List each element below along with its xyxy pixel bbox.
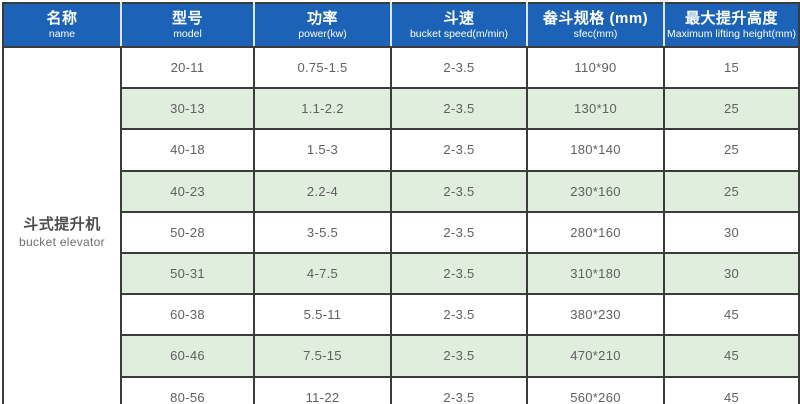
header-cell-power: 功率 power(kw) [253,3,391,48]
table-cell: 5.5-11 [253,293,392,337]
header-cell-bucket-speed: 斗速 bucket speed(m/min) [390,3,527,48]
table-row: 40-23 2.2-4 2-3.5 230*160 25 [3,169,800,213]
table-cell: 2-3.5 [390,210,528,254]
table-cell: 180*140 [526,128,665,172]
table-cell: 2-3.5 [390,334,528,378]
table-cell: 380*230 [526,293,665,337]
table-cell: 2-3.5 [390,375,528,404]
header-label-en: power(kw) [298,27,347,40]
table-row: 50-28 3-5.5 2-3.5 280*160 30 [3,210,800,254]
header-label-zh: 畚斗规格 (mm) [542,9,649,27]
table-cell: 45 [663,375,800,404]
table-cell: 45 [663,293,800,337]
table-cell: 80-56 [120,375,255,404]
table-cell: 60-38 [120,293,255,337]
table-cell: 560*260 [526,375,665,404]
header-label-en: bucket speed(m/min) [409,27,509,40]
header-label-en: model [173,27,202,40]
table-cell: 2-3.5 [390,169,528,213]
table-cell: 40-18 [120,128,255,172]
table-cell: 1.1-2.2 [253,87,392,131]
header-label-en: sfec(mm) [573,27,618,40]
table-header: 名称 name 型号 model 功率 power(kw) 斗速 bucket … [3,3,799,48]
table-row: 斗式提升机 bucket elevator 20-11 0.75-1.5 2-3.5 11… [2,45,800,404]
table-cell: 130*10 [526,87,665,131]
table-cell: 2-3.5 [390,45,528,90]
header-label-zh: 型号 [171,9,203,27]
table-cell: 110*90 [526,45,665,90]
table-cell: 2-3.5 [390,87,528,131]
table-cell: 25 [663,87,800,131]
header-label-zh: 名称 [46,9,78,27]
header-label-zh: 斗速 [443,9,475,27]
table-row: 60-46 7.5-15 2-3.5 470*210 45 [3,334,800,378]
table-cell: 310*180 [526,251,665,296]
header-label-en: Maximum lifting height(mm) [667,27,796,40]
table-row: 60-38 5.5-11 2-3.5 380*230 45 [3,293,800,337]
table-cell: 11-22 [253,375,392,404]
header-cell-max-lifting-height: 最大提升高度 Maximum lifting height(mm) [663,3,799,48]
table-cell: 30-13 [120,87,255,131]
table-cell: 30 [663,210,800,254]
table-cell: 25 [663,169,800,213]
header-row: 名称 name 型号 model 功率 power(kw) 斗速 bucket … [3,3,799,48]
table-cell: 3-5.5 [253,210,392,254]
header-label-zh: 功率 [306,9,338,27]
table-cell: 20-11 [120,45,255,90]
table-cell: 25 [663,128,800,172]
table-cell: 40-23 [120,169,255,213]
table-cell: 2-3.5 [390,251,528,296]
table-cell: 230*160 [526,169,665,213]
table-cell: 45 [663,334,800,378]
category-name-en: bucket elevator [19,234,105,249]
category-cell: 斗式提升机 bucket elevator [2,46,122,404]
table-cell: 15 [663,45,800,90]
table-cell: 50-28 [120,210,255,254]
table-cell: 60-46 [120,334,255,378]
table-cell: 2-3.5 [390,293,528,337]
header-label-zh: 最大提升高度 [684,9,778,27]
table-row: 40-18 1.5-3 2-3.5 180*140 25 [3,128,800,172]
table-cell: 30 [663,251,800,296]
header-cell-model: 型号 model [120,3,254,48]
header-cell-bucket-spec: 畚斗规格 (mm) sfec(mm) [526,3,664,48]
table-row: 50-31 4-7.5 2-3.5 310*180 30 [3,251,800,296]
category-name-zh: 斗式提升机 [23,215,101,233]
table-cell: 2-3.5 [390,128,528,172]
table-cell: 4-7.5 [253,251,392,296]
header-label-en: name [48,27,76,40]
table-cell: 1.5-3 [253,128,392,172]
table-cell: 0.75-1.5 [253,45,392,90]
table-cell: 7.5-15 [253,334,392,378]
table-cell: 2.2-4 [253,169,392,213]
table-cell: 470*210 [526,334,665,378]
table-body: 斗式提升机 bucket elevator 20-11 0.75-1.5 2-3.5 11… [2,45,800,404]
table-row: 80-56 11-22 2-3.5 560*260 45 [3,375,800,404]
table-cell: 280*160 [526,210,665,254]
table-cell: 50-31 [120,251,255,296]
header-cell-name: 名称 name [3,3,121,48]
table-row: 30-13 1.1-2.2 2-3.5 130*10 25 [3,87,800,131]
